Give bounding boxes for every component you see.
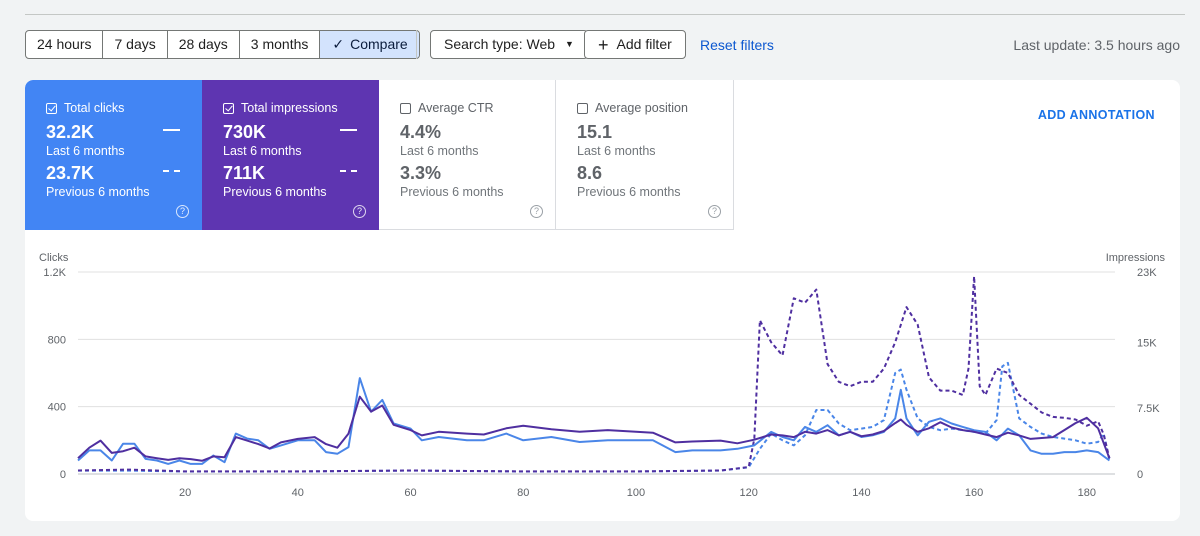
metric-total-impressions[interactable]: Total impressions 730K Last 6 months 711… (202, 80, 379, 230)
help-icon[interactable]: ? (353, 205, 366, 218)
compare-label: Compare (350, 36, 408, 52)
checkbox-icon[interactable] (400, 102, 411, 114)
top-divider (25, 14, 1185, 15)
left-axis-title: Clicks (39, 252, 69, 264)
metric-title: Total clicks (64, 101, 125, 115)
metric-previous-label: Previous 6 months (223, 185, 327, 199)
metric-previous-value: 8.6 (577, 163, 603, 183)
add-filter-label: Add filter (616, 36, 672, 52)
metric-current-value: 15.1 (577, 122, 613, 142)
checkbox-icon[interactable] (577, 102, 588, 114)
check-icon: ✓ (332, 36, 345, 52)
filter-divider (416, 30, 417, 59)
metric-previous-label: Previous 6 months (577, 185, 681, 199)
x-axis-tick-label: 140 (852, 487, 870, 499)
metric-current-value: 32.2K (46, 122, 95, 142)
series-line-impressions-last-6-months (77, 395, 1111, 462)
metric-total-clicks[interactable]: Total clicks 32.2K Last 6 months 23.7K P… (25, 80, 202, 230)
dashed-line-legend-icon (340, 170, 357, 172)
solid-line-legend-icon (340, 129, 357, 131)
performance-card: Total clicks 32.2K Last 6 months 23.7K P… (25, 80, 1180, 521)
x-axis-tick-label: 100 (627, 487, 645, 499)
right-axis-tick-label: 15K (1137, 337, 1157, 349)
left-axis-tick-label: 0 (60, 469, 66, 481)
range-3-months[interactable]: 3 months (240, 31, 321, 58)
add-annotation-button[interactable]: ADD ANNOTATION (1037, 108, 1155, 122)
x-axis-tick-label: 160 (965, 487, 983, 499)
metric-current-label: Last 6 months (223, 144, 302, 158)
metric-average-position[interactable]: Average position 15.1 Last 6 months 8.6 … (556, 80, 734, 230)
right-axis-tick-label: 7.5K (1137, 403, 1160, 415)
add-filter-button[interactable]: + Add filter (584, 30, 686, 59)
metric-title: Average position (595, 101, 688, 115)
last-update-text: Last update: 3.5 hours ago (1013, 37, 1180, 53)
metric-previous-label: Previous 6 months (46, 185, 150, 199)
x-axis-tick-label: 80 (517, 487, 529, 499)
x-axis-tick-label: 120 (739, 487, 757, 499)
search-type-dropdown[interactable]: Search type: Web ▼ (430, 30, 588, 59)
checkbox-icon[interactable] (223, 102, 234, 114)
reset-filters-link[interactable]: Reset filters (700, 37, 774, 53)
help-icon[interactable]: ? (530, 205, 543, 218)
metric-average-ctr[interactable]: Average CTR 4.4% Last 6 months 3.3% Prev… (379, 80, 556, 230)
x-axis-tick-label: 180 (1078, 487, 1096, 499)
x-axis-tick-label: 40 (292, 487, 304, 499)
metric-title: Total impressions (241, 101, 338, 115)
metric-title: Average CTR (418, 101, 494, 115)
metric-current-label: Last 6 months (46, 144, 125, 158)
metric-current-value: 4.4% (400, 122, 442, 142)
date-range-selector: 24 hours 7 days 28 days 3 months ✓ Compar… (25, 30, 420, 59)
compare-option[interactable]: ✓ Compare (320, 31, 419, 58)
help-icon[interactable]: ? (708, 205, 721, 218)
metric-current-value: 730K (223, 122, 267, 142)
series-line-clicks-previous-6-months (78, 361, 1111, 473)
left-axis-tick-label: 800 (48, 334, 66, 346)
caret-down-icon: ▼ (565, 39, 574, 49)
search-type-label: Search type: Web (444, 36, 556, 52)
performance-chart: 0 400 800 1.2K 0 7.5K 15K 23K Clicks Impressions 2… (39, 252, 1166, 499)
range-28-days[interactable]: 28 days (168, 31, 240, 58)
checkbox-icon[interactable] (46, 102, 57, 114)
metric-current-label: Last 6 months (577, 144, 656, 158)
metric-previous-value: 711K (223, 163, 266, 183)
metric-previous-value: 3.3% (400, 163, 442, 183)
help-icon[interactable]: ? (176, 205, 189, 218)
right-axis-title: Impressions (1106, 252, 1166, 264)
plus-icon: + (598, 35, 609, 55)
solid-line-legend-icon (163, 129, 180, 131)
left-axis-tick-label: 400 (48, 402, 66, 414)
metric-previous-value: 23.7K (46, 163, 95, 183)
x-axis-tick-label: 60 (404, 487, 416, 499)
series-line-clicks-last-6-months (77, 377, 1110, 465)
left-axis-tick-label: 1.2K (43, 267, 66, 279)
metric-previous-label: Previous 6 months (400, 185, 504, 199)
dashed-line-legend-icon (163, 170, 180, 172)
right-axis-tick-label: 0 (1137, 469, 1143, 481)
right-axis-tick-label: 23K (1137, 267, 1157, 279)
x-axis-tick-label: 20 (179, 487, 191, 499)
range-7-days[interactable]: 7 days (103, 31, 168, 58)
metric-current-label: Last 6 months (400, 144, 479, 158)
range-24-hours[interactable]: 24 hours (26, 31, 104, 58)
series-line-impressions-previous-6-months (77, 275, 1111, 473)
